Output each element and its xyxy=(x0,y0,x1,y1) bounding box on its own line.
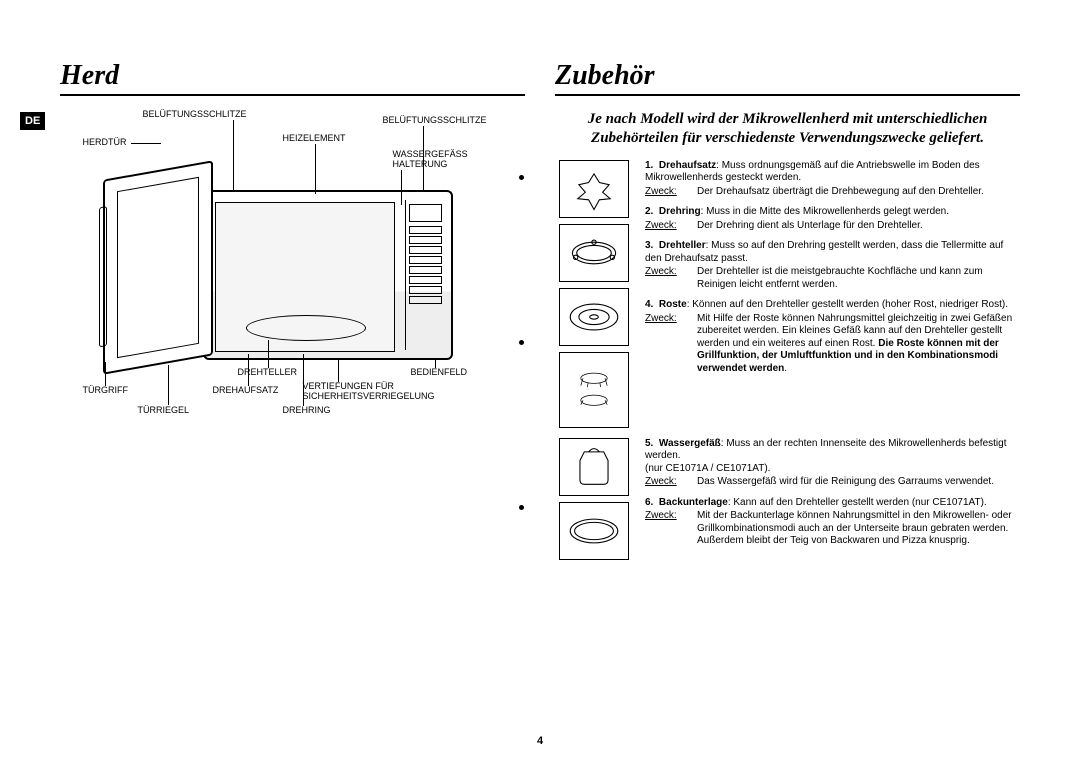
thumb-crusty-plate xyxy=(559,502,629,560)
oven-body xyxy=(203,190,453,360)
item-3: 3. Drehteller: Muss so auf den Drehring … xyxy=(645,240,1020,291)
label-vent-top: BELÜFTUNGSSCHLITZE xyxy=(143,110,247,120)
thumb-water-container xyxy=(559,438,629,496)
label-coupler: DREHAUFSATZ xyxy=(213,386,279,396)
label-door: HERDTÜR xyxy=(83,138,127,148)
item-5: 5. Wassergefäß: Muss an der rechten Inne… xyxy=(645,438,1020,489)
thumb-racks xyxy=(559,352,629,428)
thumb-turntable xyxy=(559,288,629,346)
oven-turntable xyxy=(246,315,366,341)
oven-control-panel xyxy=(405,200,445,350)
label-vent-right: BELÜFTUNGSSCHLITZE xyxy=(383,116,487,126)
items-block-2: 5. Wassergefäß: Muss an der rechten Inne… xyxy=(555,438,1020,560)
thumb-coupler xyxy=(559,160,629,218)
label-heater: HEIZELEMENT xyxy=(283,134,346,144)
right-title: Zubehör xyxy=(555,60,1020,96)
left-column: DE Herd BELÜFTUNGSSCHLITZE xyxy=(60,60,525,690)
language-badge: DE xyxy=(20,112,45,130)
right-column: Zubehör Je nach Modell wird der Mikrowel… xyxy=(555,60,1020,690)
item-6: 6. Backunterlage: Kann auf den Drehtelle… xyxy=(645,497,1020,548)
intro-text: Je nach Modell wird der Mikrowellenherd … xyxy=(555,110,1020,148)
item-1: 1. Drehaufsatz: Muss ordnungsgemäß auf d… xyxy=(645,160,1020,199)
label-panel: BEDIENFELD xyxy=(411,368,468,378)
item-4: 4. Roste: Können auf den Drehteller gest… xyxy=(645,299,1020,375)
label-water-holder-l2: HALTERUNG xyxy=(393,160,448,170)
binder-dots xyxy=(519,175,525,675)
oven-diagram: BELÜFTUNGSSCHLITZE BELÜFTUNGSSCHLITZE HE… xyxy=(83,110,503,430)
thumb-ring xyxy=(559,224,629,282)
label-interlock-l2: SICHERHEITSVERRIEGELUNG xyxy=(303,392,435,402)
oven-cavity xyxy=(215,202,395,352)
oven-door xyxy=(103,160,213,374)
label-ring: DREHRING xyxy=(283,406,331,416)
label-latch: TÜRRIEGEL xyxy=(138,406,190,416)
items-block-1: 1. Drehaufsatz: Muss ordnungsgemäß auf d… xyxy=(555,160,1020,428)
label-turntable: DREHTELLER xyxy=(238,368,298,378)
left-title: Herd xyxy=(60,60,525,96)
label-handle: TÜRGRIFF xyxy=(83,386,129,396)
item-2: 2. Drehring: Muss in die Mitte des Mikro… xyxy=(645,206,1020,232)
page-number: 4 xyxy=(537,735,543,747)
